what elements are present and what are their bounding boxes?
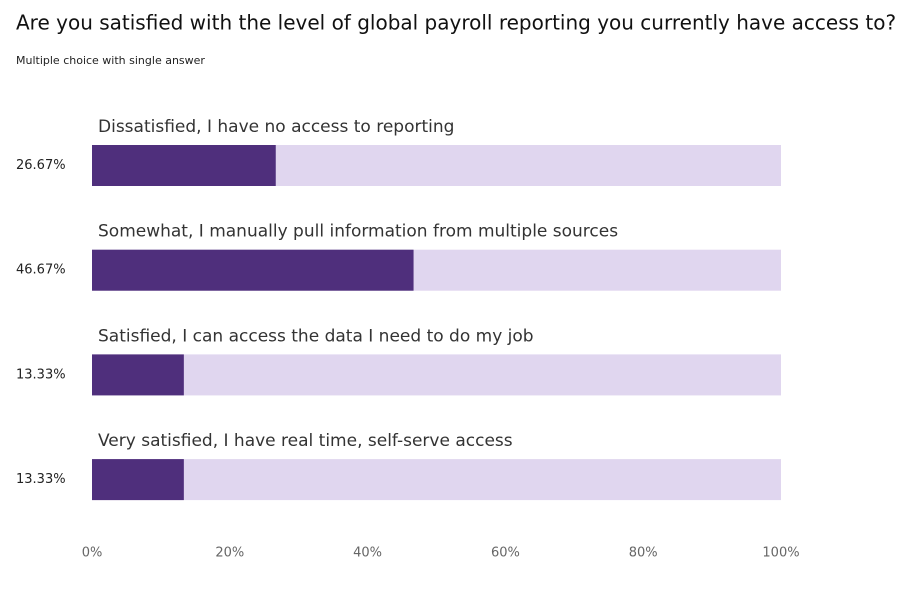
bar [92, 459, 184, 501]
category-label: Somewhat, I manually pull information fr… [98, 222, 618, 242]
x-tick-label: 20% [215, 546, 244, 561]
bar-track [92, 354, 781, 396]
chart-subtitle: Multiple choice with single answer [16, 54, 205, 67]
value-label: 13.33% [16, 472, 66, 487]
x-tick-label: 60% [491, 546, 520, 561]
category-label: Satisfied, I can access the data I need … [98, 326, 534, 346]
bar [92, 249, 414, 291]
x-tick-label: 100% [762, 546, 799, 561]
value-label: 26.67% [16, 158, 66, 173]
value-label: 13.33% [16, 367, 66, 382]
x-tick-label: 80% [629, 546, 658, 561]
category-label: Dissatisfied, I have no access to report… [98, 117, 454, 137]
category-label: Very satisfied, I have real time, self-s… [98, 431, 513, 451]
x-tick-label: 0% [82, 546, 103, 561]
x-tick-label: 40% [353, 546, 382, 561]
bar [92, 145, 276, 186]
value-label: 46.67% [16, 263, 66, 278]
bar [92, 354, 184, 396]
chart-title: Are you satisfied with the level of glob… [16, 11, 896, 35]
bar-track [92, 459, 781, 501]
